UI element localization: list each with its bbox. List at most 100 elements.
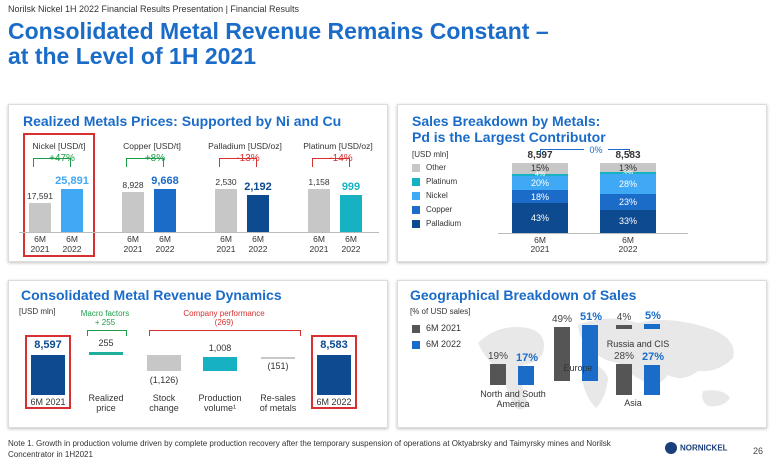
total-bar bbox=[317, 355, 351, 395]
year-2022: 2022 bbox=[155, 244, 175, 254]
geo-bar-2022 bbox=[518, 366, 534, 385]
legend-label: Nickel bbox=[426, 191, 448, 200]
total-bar bbox=[31, 355, 65, 395]
total-box bbox=[311, 335, 357, 409]
region-name: Asia bbox=[624, 398, 642, 408]
value-2022: 9,668 bbox=[151, 174, 179, 187]
geo-bar-2022 bbox=[582, 324, 598, 381]
bar-2021 bbox=[215, 188, 237, 232]
sales-segment: 4% bbox=[512, 171, 568, 178]
period-2021: 6M bbox=[313, 234, 325, 244]
sales-segment: 13% bbox=[600, 163, 656, 173]
geo-value-2021: 28% bbox=[613, 351, 634, 363]
year-2021: 2021 bbox=[30, 244, 50, 254]
year-2021: 2021 bbox=[309, 244, 329, 254]
metal-name: Palladium [USD/oz] bbox=[208, 141, 282, 151]
sales-panel: Sales Breakdown by Metals: Pd is the Lar… bbox=[397, 104, 767, 262]
total-label: 6M 2022 bbox=[316, 397, 352, 407]
value-2022: 2,192 bbox=[244, 180, 272, 193]
change-bracket bbox=[126, 158, 164, 167]
step-value: 255 bbox=[98, 338, 114, 348]
bar-2021 bbox=[29, 202, 51, 232]
step-label: Production volume¹ bbox=[198, 393, 242, 413]
step-label: Stock change bbox=[149, 393, 179, 413]
geo-value-2022: 51% bbox=[579, 310, 603, 323]
year-2021: 2021 bbox=[123, 244, 143, 254]
dynamics-panel: Consolidated Metal Revenue Dynamics [USD… bbox=[8, 280, 388, 428]
bar-2022 bbox=[247, 194, 269, 232]
period-2021: 6M bbox=[34, 234, 46, 244]
period-2021: 6M bbox=[220, 234, 232, 244]
geo-title: Geographical Breakdown of Sales bbox=[410, 287, 637, 303]
geo-value-2021: 4% bbox=[616, 311, 632, 323]
prices-title: Realized Metals Prices: Supported by Ni … bbox=[23, 113, 342, 129]
macro-bracket bbox=[87, 330, 127, 336]
dynamics-unit: [USD mln] bbox=[19, 307, 56, 316]
sales-period: 6M bbox=[534, 235, 546, 245]
logo-mark-icon bbox=[665, 442, 677, 454]
sales-segment: 20% bbox=[512, 176, 568, 191]
year-2022: 2022 bbox=[248, 244, 268, 254]
legend-label: Platinum bbox=[426, 177, 458, 186]
legend-label: Palladium bbox=[426, 219, 462, 228]
total-box bbox=[25, 335, 71, 409]
sales-change: 0% bbox=[584, 145, 608, 155]
metal-name: Copper [USD/t] bbox=[123, 141, 181, 151]
legend-label: 6M 2021 bbox=[426, 323, 462, 333]
legend-swatch bbox=[412, 164, 420, 172]
sales-total: 8,597 bbox=[527, 150, 553, 161]
region-name: Europe bbox=[563, 363, 593, 373]
value-2021: 17,591 bbox=[27, 190, 53, 201]
legend-swatch bbox=[412, 325, 420, 333]
sales-total: 8,583 bbox=[615, 150, 641, 161]
total-value: 8,597 bbox=[34, 339, 62, 351]
step-value: 1,008 bbox=[208, 343, 232, 353]
value-2021: 1,158 bbox=[308, 176, 330, 187]
breadcrumb: Norilsk Nickel 1H 2022 Financial Results… bbox=[8, 4, 299, 14]
step-bar bbox=[147, 355, 181, 371]
sales-segment: 18% bbox=[512, 190, 568, 203]
metal-name: Nickel [USD/t] bbox=[32, 141, 86, 151]
region-name: North and South America bbox=[480, 389, 546, 409]
value-2021: 2,530 bbox=[215, 176, 237, 187]
period-2022: 6M bbox=[159, 234, 171, 244]
value-2021: 8,928 bbox=[122, 180, 144, 191]
step-bar bbox=[203, 357, 237, 371]
year-2022: 2022 bbox=[341, 244, 361, 254]
value-2022: 999 bbox=[341, 180, 361, 193]
sales-baseline bbox=[498, 233, 688, 234]
geo-bar-2021 bbox=[616, 324, 632, 329]
geo-value-2022: 27% bbox=[641, 351, 665, 364]
geo-value-2021: 19% bbox=[487, 351, 508, 363]
geo-panel: Geographical Breakdown of Sales [% of US… bbox=[397, 280, 767, 428]
footnote: Note 1. Growth in production volume driv… bbox=[8, 439, 611, 459]
prices-panel: Realized Metals Prices: Supported by Ni … bbox=[8, 104, 388, 262]
year-2022: 2022 bbox=[62, 244, 82, 254]
value-2022: 25,891 bbox=[55, 174, 89, 187]
sales-segment: 33% bbox=[600, 209, 656, 233]
bar-2022 bbox=[61, 188, 83, 232]
legend-swatch bbox=[412, 341, 420, 349]
company-logo: NORNICKEL bbox=[665, 442, 728, 454]
legend-swatch bbox=[412, 178, 420, 186]
world-map-graphic bbox=[478, 318, 734, 410]
sales-title: Sales Breakdown by Metals: Pd is the Lar… bbox=[412, 113, 606, 145]
prices-baseline bbox=[19, 232, 379, 233]
company-bracket bbox=[149, 330, 301, 336]
region-name: Russia and CIS bbox=[606, 339, 670, 349]
geo-bar-2021 bbox=[616, 364, 632, 395]
legend-swatch bbox=[412, 220, 420, 228]
geo-bar-2021 bbox=[490, 364, 506, 385]
change-bracket bbox=[312, 158, 350, 167]
sales-segment: 43% bbox=[512, 202, 568, 233]
sales-segment: 23% bbox=[600, 193, 656, 210]
step-label: Realized price bbox=[88, 393, 124, 413]
change-bracket bbox=[33, 158, 71, 167]
sales-segment: 3% bbox=[600, 170, 656, 177]
total-label: 6M 2021 bbox=[30, 397, 66, 407]
company-performance-label: Company performance (269) bbox=[183, 309, 265, 327]
page-number: 26 bbox=[753, 446, 764, 456]
legend-swatch bbox=[412, 206, 420, 214]
period-2022: 6M bbox=[252, 234, 264, 244]
metal-name: Platinum [USD/oz] bbox=[303, 141, 373, 151]
